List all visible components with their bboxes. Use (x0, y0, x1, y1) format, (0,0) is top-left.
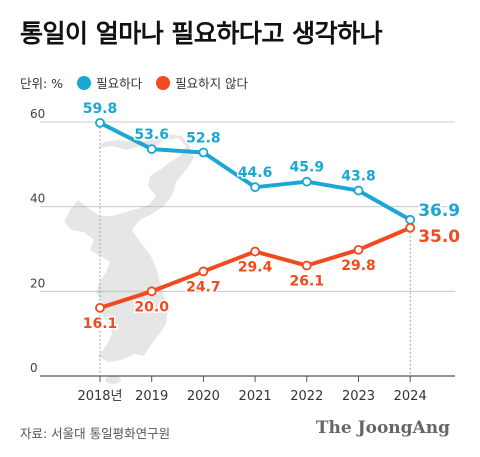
x-tick-label: 2022 (290, 389, 323, 404)
data-label: 53.6 (134, 127, 169, 143)
data-point (198, 266, 209, 277)
data-point (250, 182, 261, 193)
data-label: 43.8 (341, 169, 376, 185)
data-label: 44.6 (238, 165, 273, 181)
grid-lines: 0 20 40 60 (30, 107, 455, 377)
chart-title: 통일이 얼마나 필요하다고 생각하나 (20, 19, 383, 48)
legend: 단위: % 필요하다 필요하지 않다 (20, 73, 262, 92)
x-axis: 2018년 2019 2020 2021 2022 2023 2024 (77, 376, 427, 404)
x-tick-label: 2023 (342, 389, 375, 404)
data-label: 20.0 (134, 299, 169, 315)
data-point (146, 286, 157, 297)
x-tick-label: 2019 (135, 389, 168, 404)
data-label: 24.7 (186, 279, 221, 295)
data-label: 29.4 (238, 260, 273, 276)
data-point (198, 147, 209, 158)
data-label: 35.0 (418, 227, 460, 247)
legend-item-not-needed: 필요하지 않다 (156, 73, 248, 92)
legend-label-needed: 필요하다 (96, 76, 143, 91)
y-tick-label: 60 (30, 107, 45, 121)
data-label: 52.8 (186, 130, 221, 146)
data-label: 59.8 (83, 101, 118, 117)
data-label: 45.9 (290, 160, 325, 176)
legend-dot-needed (77, 75, 92, 90)
x-tick-label: 2021 (239, 389, 272, 404)
x-tick-label: 2024 (394, 389, 427, 404)
data-point (405, 214, 416, 225)
legend-item-needed: 필요하다 (77, 73, 142, 92)
source-note: 자료: 서울대 통일평화연구원 (20, 426, 171, 441)
x-tick-label: 2020 (187, 389, 220, 404)
y-tick-label: 40 (30, 192, 45, 206)
data-label: 16.1 (83, 316, 118, 332)
data-point (95, 117, 105, 128)
legend-label-not-needed: 필요하지 않다 (175, 76, 249, 91)
data-point (146, 144, 157, 154)
unit-label: 단위: % (20, 76, 64, 91)
data-point (250, 246, 261, 257)
y-tick-label: 0 (30, 361, 38, 375)
data-point (301, 260, 312, 271)
data-point (301, 176, 312, 187)
x-tick-label: 2018년 (77, 389, 122, 404)
data-point (405, 222, 416, 233)
y-tick-label: 20 (30, 276, 45, 290)
korea-map-icon (64, 134, 194, 384)
data-point (95, 302, 105, 313)
data-point (353, 244, 364, 255)
brand-logo: The JoongAng (315, 418, 450, 438)
legend-dot-not-needed (156, 75, 171, 90)
series-group: 59.8 53.6 52.8 44.6 45.9 43.8 36.9 16.1 20.0 24.7… (81, 99, 462, 333)
data-label: 29.8 (341, 258, 376, 274)
data-label: 26.1 (290, 274, 325, 290)
data-point (353, 185, 364, 196)
data-label: 36.9 (418, 201, 460, 221)
